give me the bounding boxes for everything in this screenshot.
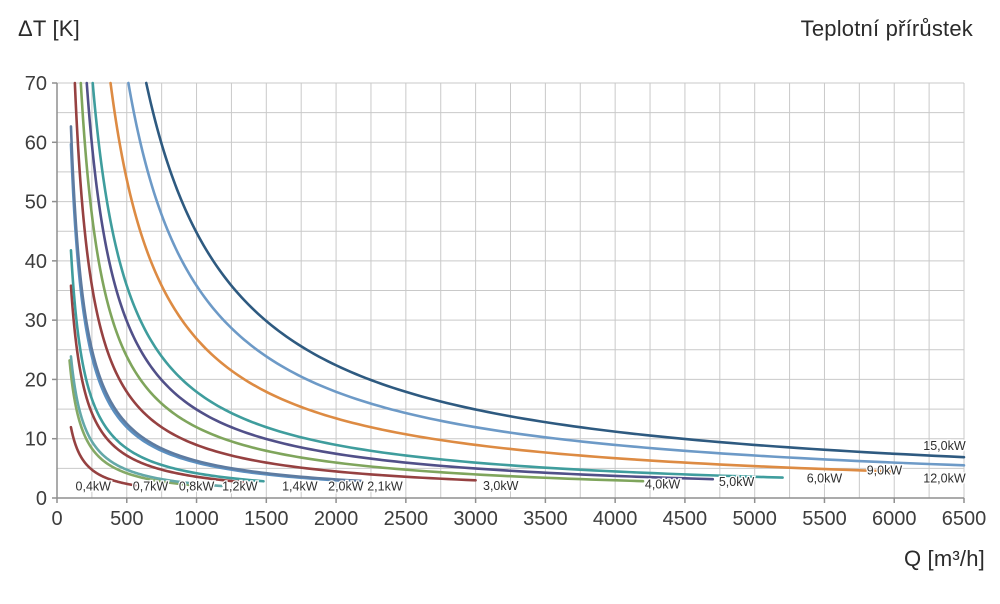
y-tick-label: 30 xyxy=(25,310,47,332)
curve-0,8kW xyxy=(69,355,223,488)
curve-label-3,0kW: 3,0kW xyxy=(483,479,519,493)
curve-label-5,0kW: 5,0kW xyxy=(719,475,755,489)
x-tick-label: 0 xyxy=(51,508,62,530)
x-tick-label: 4000 xyxy=(593,508,638,530)
curve-label-2,0kW: 2,0kW xyxy=(328,480,364,494)
curve-5,0kW xyxy=(85,81,715,481)
curve-label-0,8kW: 0,8kW xyxy=(179,480,215,494)
x-axis-title: Q [m³/h] xyxy=(903,546,985,571)
curve-label-1,2kW: 1,2kW xyxy=(222,480,258,494)
x-tick-label: 3000 xyxy=(453,508,498,530)
chart-title: Teplotní přírůstek xyxy=(800,16,973,41)
curve-2,1kW xyxy=(69,125,363,483)
x-tick-label: 5000 xyxy=(732,508,777,530)
curve-2,0kW xyxy=(69,142,346,483)
curve-label-2,1kW: 2,1kW xyxy=(367,480,403,494)
curve-label-9,0kW: 9,0kW xyxy=(867,464,903,478)
curve-label-15,0kW: 15,0kW xyxy=(923,439,966,453)
curve-label-0,4kW: 0,4kW xyxy=(76,480,112,494)
y-tick-label: 70 xyxy=(25,73,47,95)
x-tick-label: 2500 xyxy=(384,508,429,530)
curve-label-6,0kW: 6,0kW xyxy=(807,471,843,485)
curve-label-4,0kW: 4,0kW xyxy=(645,477,681,491)
curve-label-12,0kW: 12,0kW xyxy=(923,471,966,485)
curve-4,0kW xyxy=(79,81,645,483)
x-tick-label: 3500 xyxy=(523,508,568,530)
x-tick-label: 5500 xyxy=(802,508,847,530)
x-tick-label: 6000 xyxy=(872,508,917,530)
curve-3,0kW xyxy=(73,81,477,482)
x-tick-label: 4500 xyxy=(663,508,708,530)
curve-label-1,4kW: 1,4kW xyxy=(282,480,318,494)
y-tick-label: 20 xyxy=(25,369,47,391)
y-tick-label: 60 xyxy=(25,132,47,154)
x-tick-label: 2000 xyxy=(314,508,359,530)
y-tick-label: 50 xyxy=(25,192,47,214)
x-tick-label: 6500 xyxy=(942,508,987,530)
curve-1,4kW xyxy=(69,248,265,483)
x-tick-label: 500 xyxy=(110,508,143,530)
y-tick-label: 40 xyxy=(25,251,47,273)
y-axis-title: ΔT [K] xyxy=(18,16,80,41)
y-tick-label: 0 xyxy=(36,488,47,510)
x-tick-label: 1500 xyxy=(244,508,289,530)
y-tick-label: 10 xyxy=(25,429,47,451)
curve-0,7kW xyxy=(68,359,191,487)
curve-6,0kW xyxy=(91,81,784,479)
curve-12,0kW xyxy=(127,81,966,467)
curve-label-0,7kW: 0,7kW xyxy=(133,480,169,494)
x-tick-label: 1000 xyxy=(174,508,219,530)
curve-1,2kW xyxy=(69,284,244,484)
curve-0,4kW xyxy=(69,425,137,487)
curve-15,0kW xyxy=(144,81,966,459)
curve-9,0kW xyxy=(109,81,896,473)
